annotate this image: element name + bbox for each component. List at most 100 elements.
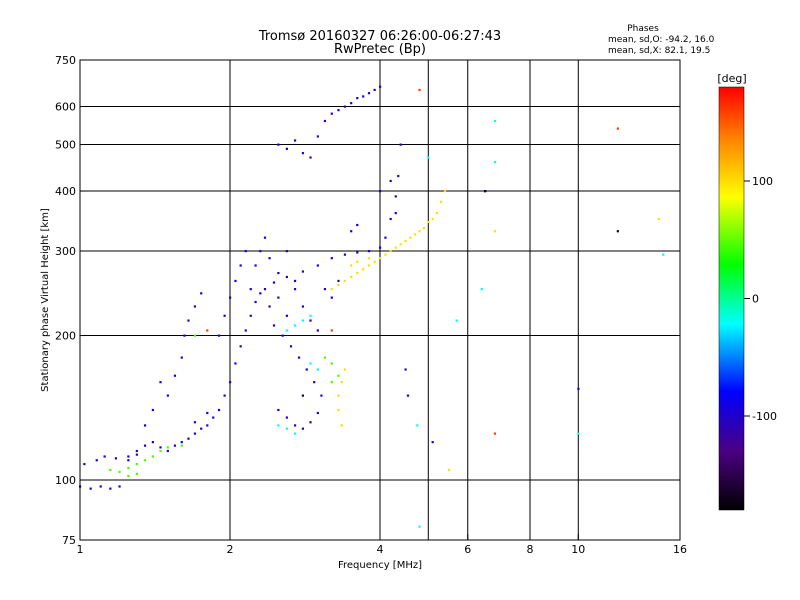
phases-line-x: mean, sd,X: 82.1, 19.5 (608, 46, 710, 56)
y-tick-label: 200 (55, 330, 76, 343)
data-point (277, 424, 280, 427)
data-point (343, 105, 347, 108)
data-point (159, 449, 162, 453)
data-point (89, 487, 92, 490)
data-point (404, 368, 407, 371)
data-point (356, 271, 359, 275)
data-point (193, 421, 197, 424)
data-point (356, 260, 359, 263)
data-point (313, 381, 316, 384)
data-point (350, 230, 353, 233)
data-point (285, 329, 288, 332)
data-point (350, 275, 353, 279)
data-point (285, 147, 288, 150)
x-ticks: 1 2 4 6 8 10 16 (77, 534, 687, 556)
data-point (309, 421, 312, 424)
data-point (127, 459, 130, 462)
data-point (83, 462, 86, 466)
data-point (285, 416, 288, 419)
data-point (281, 334, 284, 337)
data-point (330, 381, 333, 384)
data-point (293, 139, 297, 142)
data-point (114, 457, 118, 460)
data-point (316, 411, 319, 415)
data-point (337, 374, 340, 377)
data-point (135, 453, 138, 456)
data-point (293, 424, 297, 427)
data-point (180, 444, 183, 447)
data-point (127, 474, 130, 478)
data-point (373, 88, 376, 92)
data-point (159, 381, 162, 384)
data-point (173, 444, 177, 447)
data-point (217, 408, 221, 412)
data-point (127, 455, 130, 458)
data-point (200, 292, 203, 295)
data-point (480, 288, 483, 291)
data-point (330, 329, 333, 332)
data-point (399, 143, 402, 146)
data-point (254, 300, 257, 304)
data-point (330, 288, 333, 291)
x-tick-label: 16 (673, 543, 687, 556)
data-point (143, 424, 147, 427)
data-point (330, 362, 333, 365)
data-point (285, 275, 288, 279)
data-point (455, 319, 458, 322)
x-tick-label: 10 (571, 543, 585, 556)
data-point (95, 459, 98, 462)
data-point (422, 227, 426, 230)
data-point (616, 127, 619, 130)
data-point (193, 432, 197, 435)
data-point (337, 283, 340, 287)
data-point (323, 288, 327, 291)
data-point (404, 239, 407, 243)
data-point (229, 381, 232, 384)
data-point (305, 368, 308, 371)
data-point (103, 455, 106, 458)
data-point (193, 305, 197, 308)
data-point (268, 257, 271, 260)
colorbar-tick-label: -100 (752, 410, 777, 423)
data-point (259, 292, 262, 295)
data-point (418, 525, 421, 528)
colorbar-label: [deg] (717, 72, 746, 85)
data-point (493, 432, 497, 435)
data-point (373, 260, 376, 263)
data-point (239, 345, 242, 348)
data-point (323, 119, 327, 123)
data-point (309, 156, 312, 159)
data-point (379, 190, 382, 193)
x-tick-label: 4 (377, 543, 384, 556)
data-point (330, 257, 333, 260)
data-point (143, 459, 147, 462)
data-point (337, 109, 340, 112)
chart-subtitle: RwPretec (Bp) (334, 42, 426, 57)
data-point (272, 324, 276, 327)
data-point (173, 374, 177, 377)
data-point (285, 250, 288, 253)
colorbar (718, 86, 745, 511)
data-point (301, 152, 305, 155)
data-point (99, 485, 102, 488)
data-point (277, 143, 280, 146)
data-point (239, 264, 242, 267)
data-point (379, 257, 382, 260)
data-point (200, 427, 203, 430)
data-point (127, 466, 130, 470)
data-point (301, 427, 305, 430)
data-point (223, 394, 226, 397)
data-point (244, 329, 247, 332)
data-point (362, 95, 365, 98)
data-point (109, 468, 112, 472)
data-point (277, 296, 280, 299)
data-point (337, 408, 340, 412)
data-point (234, 279, 237, 283)
data-point (484, 190, 487, 193)
data-point (337, 279, 340, 283)
data-point (212, 416, 215, 419)
data-point (330, 296, 333, 299)
chart-title: Tromsø 20160327 06:26:00-06:27:43 (258, 29, 501, 44)
data-point (249, 314, 252, 317)
